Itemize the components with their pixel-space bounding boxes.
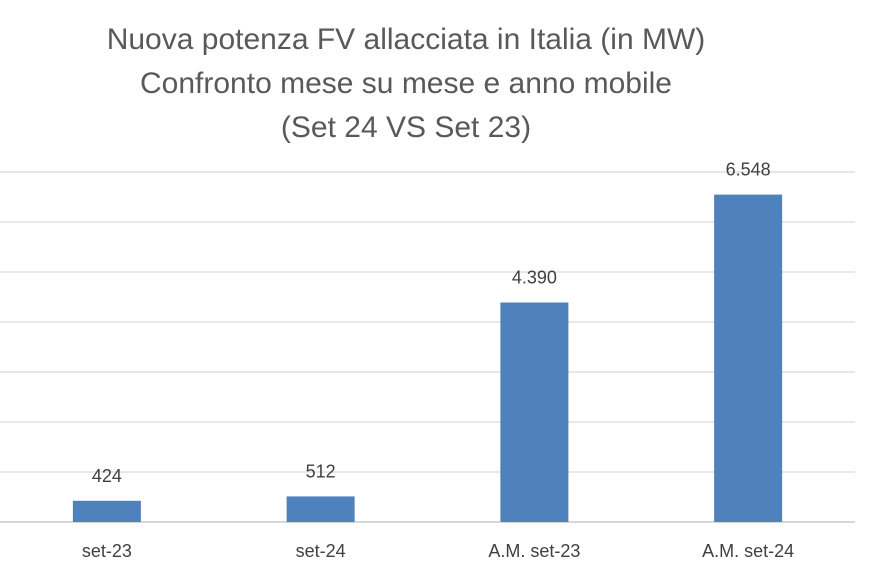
value-label-1: 512	[306, 461, 336, 481]
value-label-0: 424	[92, 466, 122, 486]
chart-title: Nuova potenza FV allacciata in Italia (i…	[0, 18, 812, 150]
chart-title-line-3: (Set 24 VS Set 23)	[280, 111, 532, 144]
bar-0	[72, 500, 141, 522]
chart-title-line-2: Confronto mese su mese e anno mobile	[140, 67, 672, 100]
value-labels: 424 512 4.390 6.548	[92, 160, 771, 486]
bar-1	[286, 496, 355, 522]
x-tick-labels: set-23 set-24 A.M. set-23 A.M. set-24	[82, 541, 794, 561]
x-tick-label-1: set-24	[296, 541, 346, 561]
x-tick-label-3: A.M. set-24	[702, 541, 794, 561]
bar-2	[500, 302, 569, 522]
gridlines	[0, 171, 855, 523]
x-tick-label-0: set-23	[82, 541, 132, 561]
value-label-2: 4.390	[512, 268, 557, 288]
bars	[72, 194, 783, 522]
chart-title-line-1: Nuova potenza FV allacciata in Italia (i…	[106, 23, 706, 56]
x-tick-label-2: A.M. set-23	[488, 541, 580, 561]
value-label-3: 6.548	[726, 160, 771, 180]
bar-3	[714, 194, 783, 522]
